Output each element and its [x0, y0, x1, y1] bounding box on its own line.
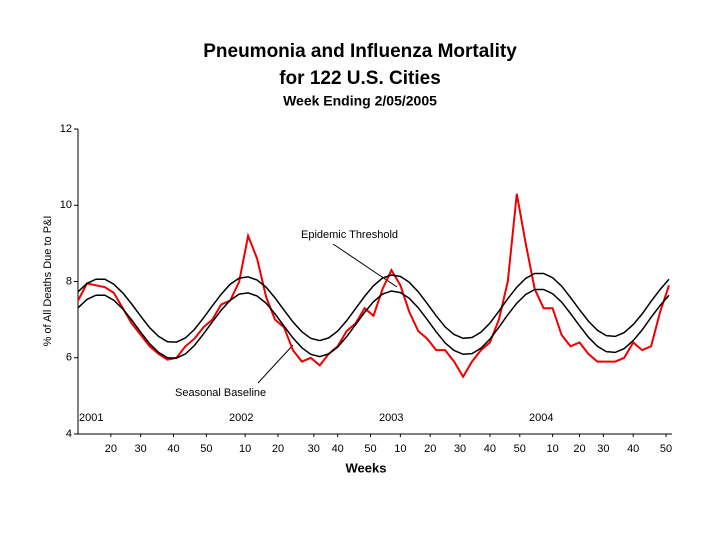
y-axis-label: % of All Deaths Due to P&I: [42, 216, 54, 347]
y-tick-label: 12: [60, 123, 72, 135]
x-tick-label: 10: [394, 443, 406, 455]
x-axis-label: Weeks: [346, 460, 387, 475]
annotation: Epidemic Threshold: [301, 229, 398, 241]
x-tick-label: 30: [308, 443, 320, 455]
x-tick-label: 20: [424, 443, 436, 455]
chart-subtitle: Week Ending 2/05/2005: [283, 93, 437, 109]
x-tick-label: 20: [573, 443, 585, 455]
x-tick-label: 50: [364, 443, 376, 455]
x-tick-label: 50: [660, 443, 672, 455]
x-tick-label: 40: [627, 443, 639, 455]
year-label: 2003: [379, 412, 403, 424]
x-tick-label: 50: [200, 443, 212, 455]
x-tick-label: 30: [597, 443, 609, 455]
y-tick-label: 8: [66, 275, 72, 287]
x-tick-label: 40: [332, 443, 344, 455]
y-tick-label: 6: [66, 352, 72, 364]
y-tick-label: 10: [60, 199, 72, 211]
x-tick-label: 30: [135, 443, 147, 455]
annotation-arrow: [257, 344, 294, 384]
x-tick-label: 40: [484, 443, 496, 455]
x-tick-label: 20: [272, 443, 284, 455]
year-label: 2001: [79, 412, 103, 424]
x-tick-label: 40: [167, 443, 179, 455]
chart-title: Pneumonia and Influenza Mortality: [203, 41, 517, 62]
x-tick-label: 10: [239, 443, 251, 455]
annotation: Seasonal Baseline: [175, 387, 266, 399]
x-tick-label: 10: [546, 443, 558, 455]
series-line: [77, 272, 670, 343]
x-tick-label: 50: [514, 443, 526, 455]
year-label: 2004: [529, 412, 553, 424]
x-tick-label: 30: [454, 443, 466, 455]
series-line: [77, 288, 670, 359]
x-tick-label: 20: [105, 443, 117, 455]
year-label: 2002: [229, 412, 253, 424]
y-tick-label: 4: [66, 428, 72, 440]
chart-title-line2: for 122 U.S. Cities: [279, 68, 441, 89]
